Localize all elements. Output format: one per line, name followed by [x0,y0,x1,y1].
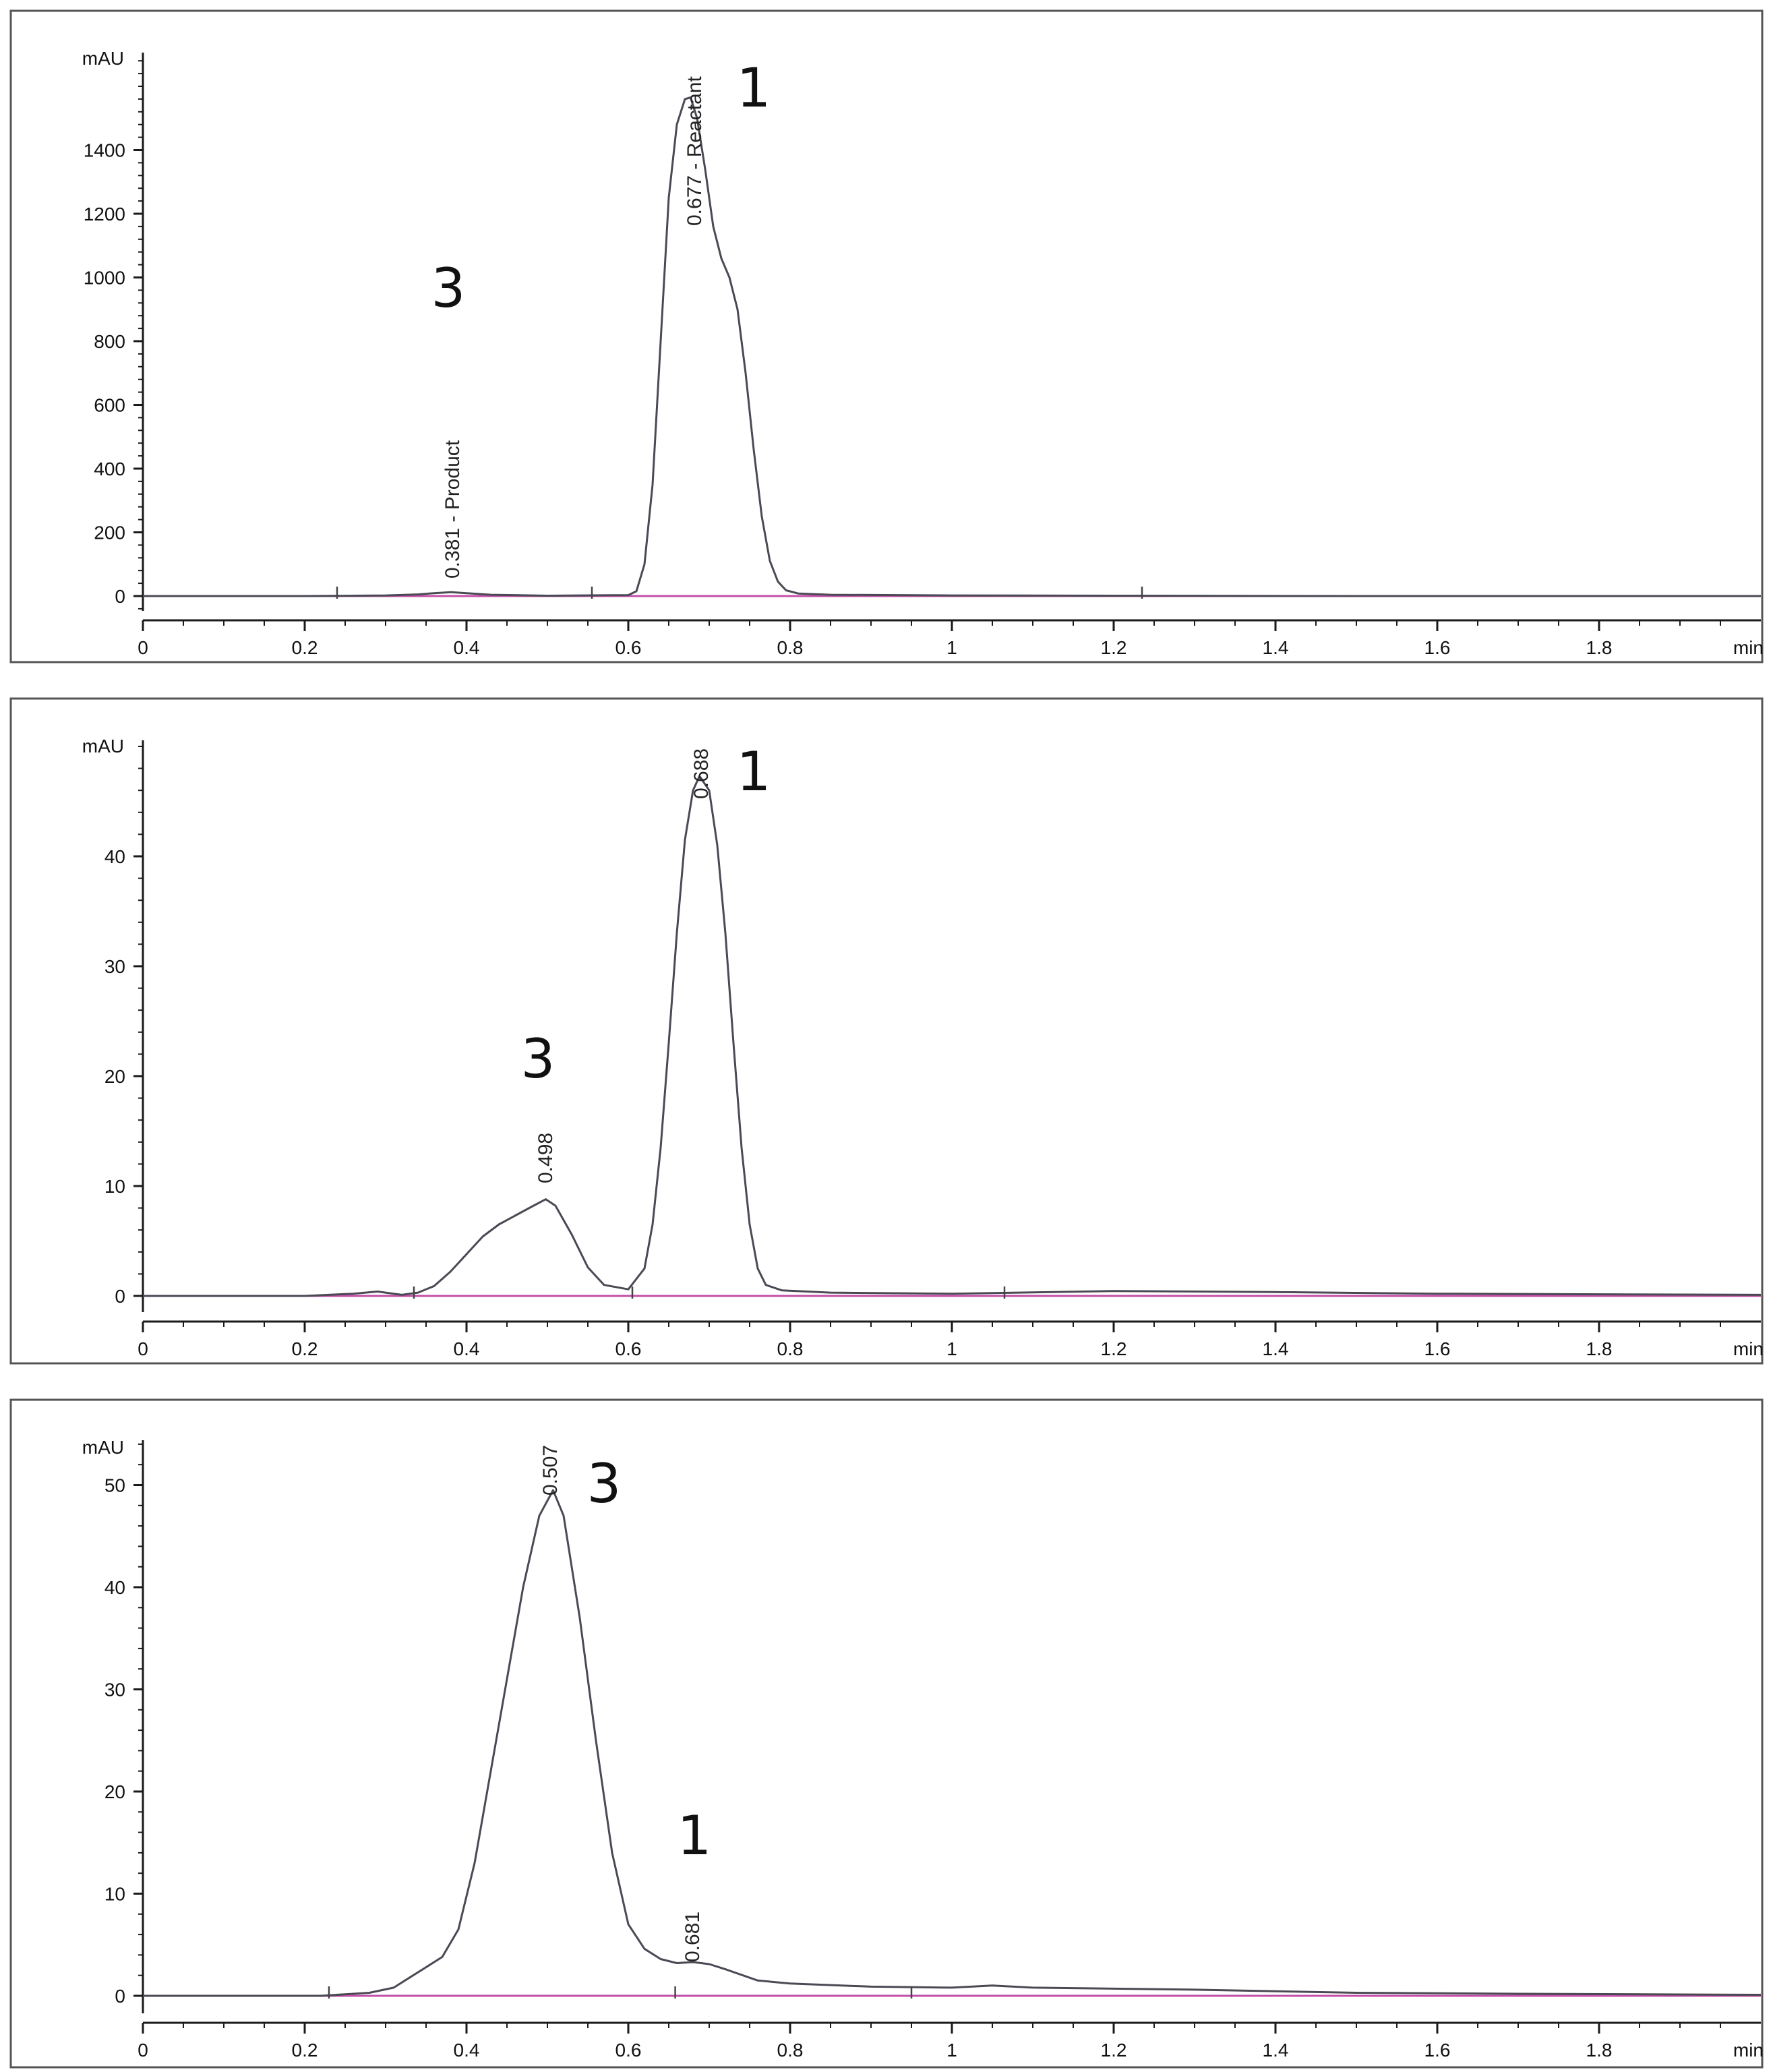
x-tick-label: 1.2 [1101,637,1127,658]
chart-panel-middle: 0 10 20 30 40 mAU 0 0.2 0.4 0.6 0.8 1 1.2 1.4 1.6 1.8 mi… [9,697,1764,1365]
panel-frame [9,1398,1764,2069]
x-tick-label: 1.8 [1586,2040,1613,2061]
x-tick-label: 1 [946,637,957,658]
x-axis-unit-label: min [1733,637,1764,658]
y-axis-unit-label: mAU [82,1437,124,1458]
x-axis-unit-label: min [1733,1338,1764,1359]
x-tick-label: 0.4 [454,1338,480,1359]
y-tick-label: 0 [115,1986,125,2007]
chromatogram-trace [143,775,1762,1297]
x-tick-label: 1.6 [1424,1338,1451,1359]
peak-retention-time-label: 0.677 - Reactant [684,76,706,226]
y-tick-label: 30 [104,956,125,977]
y-tick-label: 40 [104,1577,125,1598]
chromatogram-trace [143,96,1761,597]
y-tick-label: 200 [94,523,125,543]
x-tick-label: 1.2 [1101,2040,1127,2061]
peak-retention-time-label: 0.381 - Product [442,440,464,579]
peak-retention-time-label: 0.507 [539,1445,562,1496]
y-tick-label: 20 [104,1066,125,1087]
x-tick-label: 0.8 [777,2040,804,2061]
x-tick-label: 0.4 [454,637,480,658]
y-axis-unit-label: mAU [82,48,124,69]
peak-compound-number: 1 [737,740,771,803]
y-tick-label: 400 [94,458,125,479]
peak-compound-number: 3 [587,1452,622,1515]
panel-frame [9,697,1764,1365]
chart-panel-bottom: 0 10 20 30 40 50 mAU 0 0.2 0.4 0.6 0.8 1 1.2 1.4 1.6 1.8… [9,1398,1764,2069]
chart-panel-top: 0 200 400 600 800 1000 1200 1400 mAU 0 0.2 0.4 0.6 0.… [9,9,1764,663]
x-tick-label: 0.2 [292,1338,318,1359]
x-tick-label: 1.6 [1424,2040,1451,2061]
x-tick-label: 1.6 [1424,637,1451,658]
peak-retention-time-label: 0.681 [682,1912,704,1962]
x-tick-label: 1.2 [1101,1338,1127,1359]
peak-retention-time-label: 0.688 [690,748,713,799]
x-axis-unit-label: min [1733,2040,1764,2061]
y-tick-label: 30 [104,1680,125,1700]
x-tick-label: 1.4 [1263,637,1289,658]
y-tick-label: 0 [115,1286,125,1307]
x-tick-label: 0.6 [615,2040,642,2061]
x-tick-label: 0.8 [777,637,804,658]
y-tick-label: 1200 [84,204,125,225]
y-tick-label: 50 [104,1475,125,1496]
peak-retention-time-label: 0.498 [535,1133,557,1183]
x-tick-label: 0.2 [292,2040,318,2061]
y-tick-label: 0 [115,586,125,607]
x-tick-label: 0.8 [777,1338,804,1359]
x-tick-label: 0 [138,1338,148,1359]
y-tick-label: 40 [104,846,125,867]
panel-frame [9,9,1764,663]
chromatogram-trace [143,1489,1762,1997]
x-tick-label: 0.6 [615,637,642,658]
x-tick-label: 0.4 [454,2040,480,2061]
peak-compound-number: 1 [678,1804,712,1867]
x-tick-label: 0.2 [292,637,318,658]
y-tick-label: 20 [104,1781,125,1802]
x-tick-label: 1 [946,2040,957,2061]
y-tick-label: 800 [94,331,125,352]
x-tick-label: 1.8 [1586,637,1613,658]
x-tick-label: 1.4 [1263,2040,1289,2061]
y-tick-label: 600 [94,395,125,416]
x-tick-label: 0 [138,637,148,658]
x-tick-label: 0.6 [615,1338,642,1359]
y-tick-label: 1400 [84,140,125,161]
peak-compound-number: 3 [521,1028,555,1090]
y-tick-label: 10 [104,1176,125,1197]
y-tick-label: 10 [104,1884,125,1905]
x-tick-label: 1.4 [1263,1338,1289,1359]
x-tick-label: 1 [946,1338,957,1359]
y-tick-label: 1000 [84,268,125,289]
peak-compound-number: 3 [431,257,466,320]
x-tick-label: 0 [138,2040,148,2061]
y-axis-unit-label: mAU [82,736,124,757]
peak-compound-number: 1 [737,57,771,119]
x-tick-label: 1.8 [1586,1338,1613,1359]
